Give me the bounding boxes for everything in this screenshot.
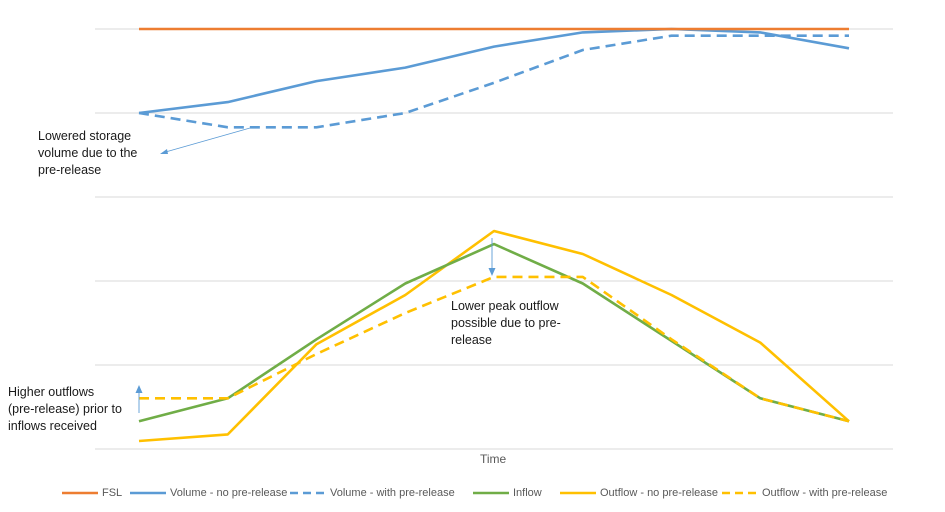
legend-label: Volume - no pre-release bbox=[170, 487, 288, 499]
series-line-outflow-with-pre-release bbox=[139, 275, 850, 423]
legend-item-outflow-no-pre-release: Outflow - no pre-release bbox=[560, 485, 718, 501]
legend-label: FSL bbox=[102, 487, 123, 499]
series-line-volume-no-pre-release bbox=[138, 27, 850, 115]
lower-peak-arrowhead bbox=[488, 268, 496, 276]
legend-item-fsl: FSL bbox=[62, 485, 122, 501]
annotation-line: Higher outflows bbox=[8, 385, 95, 399]
series-line-volume-with-pre-release bbox=[138, 34, 849, 129]
legend-swatch bbox=[560, 491, 596, 495]
annotation-line: release bbox=[451, 333, 492, 347]
annotation-line: Lowered storage bbox=[38, 129, 132, 143]
legend-swatch bbox=[62, 491, 98, 495]
annotation-lower-peak: Lower peak outflow possible due to pre- … bbox=[451, 298, 561, 349]
legend-label: Inflow bbox=[513, 487, 542, 499]
annotation-line: (pre-release) prior to bbox=[8, 402, 122, 416]
gridlines bbox=[95, 28, 893, 450]
annotation-higher-outflows: Higher outflows (pre-release) prior to i… bbox=[8, 384, 122, 435]
legend-label: Outflow - no pre-release bbox=[600, 487, 718, 499]
legend-item-outflow-with-pre-release: Outflow - with pre-release bbox=[722, 485, 887, 501]
legend-swatch bbox=[290, 491, 326, 495]
legend-label: Outflow - with pre-release bbox=[762, 487, 888, 499]
legend-item-volume-no-pre-release: Volume - no pre-release bbox=[130, 485, 287, 501]
legend: FSL Volume - no pre-release Volume - with … bbox=[0, 485, 945, 501]
annotation-lowered-storage: Lowered storage volume due to the pre-re… bbox=[38, 128, 137, 179]
annotation-arrows bbox=[135, 127, 496, 413]
lowered-storage-arrowhead bbox=[160, 149, 168, 154]
lowered-storage-arrow bbox=[161, 127, 251, 154]
higher-outflows-arrowhead bbox=[135, 385, 143, 393]
series-line-outflow-no-pre-release bbox=[138, 229, 850, 443]
legend-item-inflow: Inflow bbox=[473, 485, 542, 501]
annotation-line: pre-release bbox=[38, 163, 102, 177]
legend-swatch bbox=[722, 491, 758, 495]
legend-item-volume-with-pre-release: Volume - with pre-release bbox=[290, 485, 455, 501]
x-axis-label: Time bbox=[480, 452, 507, 466]
annotation-line: inflows received bbox=[8, 419, 97, 433]
annotation-line: volume due to the bbox=[38, 146, 138, 160]
legend-swatch bbox=[130, 491, 166, 495]
annotation-line: possible due to pre- bbox=[451, 316, 561, 330]
series-layer bbox=[138, 27, 850, 443]
legend-label: Volume - with pre-release bbox=[330, 487, 455, 499]
annotation-line: Lower peak outflow bbox=[451, 299, 559, 313]
series-line-inflow bbox=[138, 242, 850, 423]
legend-swatch bbox=[473, 491, 509, 495]
